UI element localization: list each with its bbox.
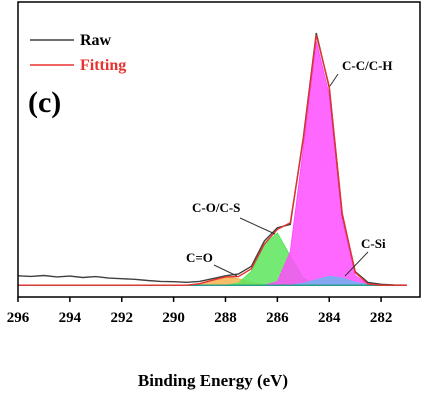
x-tick-label: 296: [7, 310, 30, 326]
x-tick-label: 282: [370, 310, 393, 326]
component-area: [18, 41, 408, 286]
annotation: C-C/C-H: [342, 58, 393, 73]
x-tick-label: 290: [162, 310, 185, 326]
x-tick-label: 284: [318, 310, 341, 326]
x-axis-label: Binding Energy (eV): [138, 371, 288, 390]
annotation: C=O: [186, 250, 213, 265]
x-tick-label: 292: [110, 310, 133, 326]
annotation-arrow: [344, 251, 369, 277]
plot-frame: [17, 1, 421, 298]
plot: [17, 32, 408, 286]
annotation: C-O/C-S: [192, 200, 240, 215]
panel-label: (c): [28, 86, 61, 119]
legend-label: Raw: [80, 32, 112, 49]
annotation: C-Si: [361, 236, 386, 251]
annotation-arrow: [213, 264, 238, 277]
annotation-arrow: [329, 73, 339, 87]
annotation-arrow: [239, 217, 276, 235]
x-tick-label: 294: [59, 310, 82, 326]
x-tick-label: 286: [266, 310, 289, 326]
x-tick-label: 288: [214, 310, 237, 326]
series-line: [18, 34, 407, 286]
legend-label: Fitting: [80, 57, 126, 74]
